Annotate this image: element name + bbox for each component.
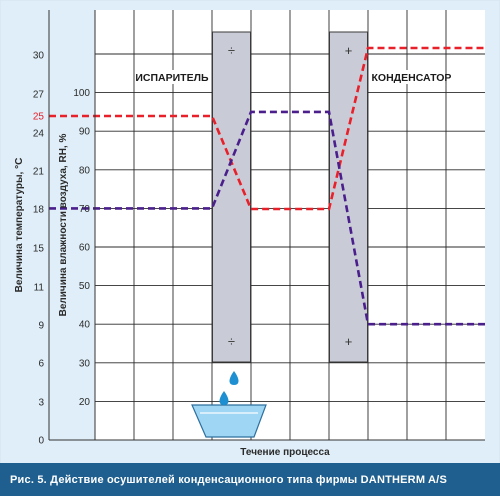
y-right-tick-label: 60: [79, 243, 91, 254]
zone-label-bg: [368, 70, 439, 84]
water-basin: [191, 371, 267, 438]
y-right-tick-label: 80: [79, 165, 91, 176]
y-right-tick-label: 30: [79, 358, 91, 369]
water-droplet-icon: [219, 391, 229, 405]
zones: ÷ ÷ ИСПАРИТЕЛЬ + + КОНДЕНСАТОР: [135, 31, 452, 363]
y-left-tick-label: 21: [33, 167, 45, 178]
y-left-tick-label: 15: [33, 244, 45, 255]
zone-label: ИСПАРИТЕЛЬ: [135, 72, 209, 84]
y-left-tick-label: 27: [33, 90, 45, 101]
zone-bottom-sign: ÷: [228, 334, 235, 349]
zone-label-bg: [140, 70, 211, 84]
water-droplet-icon: [229, 371, 239, 385]
y-left-tick-label: 0: [38, 436, 44, 447]
series: [49, 46, 485, 326]
series-line-humidity: [49, 110, 485, 326]
y-right-tick-label: 20: [79, 397, 91, 408]
y-right-tick-label: 40: [79, 320, 91, 331]
y-right-tick-label: 70: [79, 204, 91, 215]
y-left-tick-label: 9: [38, 321, 44, 332]
zone-top-sign: ÷: [228, 43, 235, 58]
y-left-tick-label: 18: [33, 205, 45, 216]
y-left-tick-label: 11: [34, 283, 45, 294]
y-right-tick-label: 90: [79, 127, 91, 138]
y-left-label: Величина температуры, °С: [14, 158, 25, 293]
y-left-tick-label: 30: [33, 51, 45, 62]
y-right-label: Величина влажности воздуха, RH, %: [58, 134, 69, 317]
y-left-tick-label: 6: [38, 359, 44, 370]
figure-caption: Рис. 5. Действие осушителей конденсацион…: [10, 473, 447, 486]
y-left-tick-label: 3: [38, 398, 44, 409]
zone-column: [329, 31, 368, 363]
zone-column: [212, 31, 251, 363]
series-line-temperature: [49, 46, 485, 211]
left-axis-ticks: 0 3 6 9 11 15 18 21 24 25 27 30: [33, 51, 45, 447]
y-right-tick-label: 50: [79, 281, 91, 292]
zone-label: КОНДЕНСАТОР: [372, 72, 452, 84]
y-right-tick-label: 100: [73, 88, 90, 99]
zone-bottom-sign: +: [345, 334, 353, 349]
right-axis-ticks: 20 30 40 50 60 70 80 90 100: [73, 88, 90, 408]
y-left-tick-label: 25: [33, 112, 45, 123]
x-axis-label: Течение процесса: [240, 447, 330, 458]
caption-bar: Рис. 5. Действие осушителей конденсацион…: [0, 463, 500, 496]
zone-top-sign: +: [345, 43, 353, 58]
y-left-tick-label: 24: [33, 129, 45, 140]
